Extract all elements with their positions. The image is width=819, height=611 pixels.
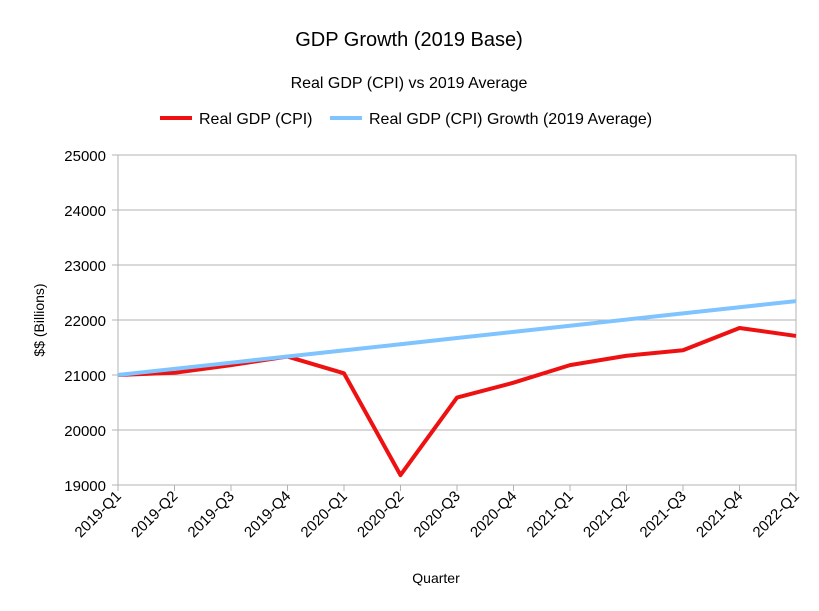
chart-subtitle: Real GDP (CPI) vs 2019 Average	[291, 75, 528, 92]
chart-title: GDP Growth (2019 Base)	[295, 29, 523, 51]
x-tick-label: 2021-Q2	[580, 488, 633, 541]
y-tick-label: 24000	[64, 203, 106, 220]
y-tick-label: 25000	[64, 148, 106, 165]
y-axis-label: $$ (Billions)	[31, 283, 47, 356]
gridlines	[112, 154, 796, 486]
legend: Real GDP (CPI) Real GDP (CPI) Growth (201…	[160, 111, 652, 128]
y-tick-label: 22000	[64, 313, 106, 330]
x-tick-label: 2021-Q1	[524, 488, 577, 541]
x-tick-label: 2019-Q4	[241, 488, 294, 541]
y-tick-label: 19000	[64, 478, 106, 495]
y-tick-label: 21000	[64, 368, 106, 385]
x-tick-label: 2020-Q2	[354, 488, 407, 541]
legend-item: Real GDP (CPI) Growth (2019 Average)	[330, 111, 652, 128]
x-tick-label: 2019-Q3	[185, 488, 238, 541]
series-line	[117, 325, 797, 478]
x-tick-label: 2021-Q4	[693, 488, 746, 541]
y-tick-label: 20000	[64, 423, 106, 440]
x-tick-label: 2021-Q3	[637, 488, 690, 541]
legend-item: Real GDP (CPI)	[160, 111, 313, 128]
legend-label: Real GDP (CPI) Growth (2019 Average)	[369, 111, 652, 128]
x-tick-label: 2020-Q4	[467, 488, 520, 541]
x-axis-label: Quarter	[412, 570, 460, 586]
x-tick-label: 2019-Q2	[128, 488, 181, 541]
x-tick-label: 2020-Q3	[411, 488, 464, 541]
series-real-gdp	[117, 325, 797, 478]
y-tick-label: 23000	[64, 258, 106, 275]
legend-label: Real GDP (CPI)	[199, 111, 313, 128]
x-tick-label: 2022-Q1	[750, 488, 803, 541]
x-tick-label: 2019-Q1	[72, 488, 125, 541]
series-growth-2019-average	[117, 299, 797, 377]
series-lines	[117, 299, 797, 478]
x-tick-label: 2020-Q1	[298, 488, 351, 541]
